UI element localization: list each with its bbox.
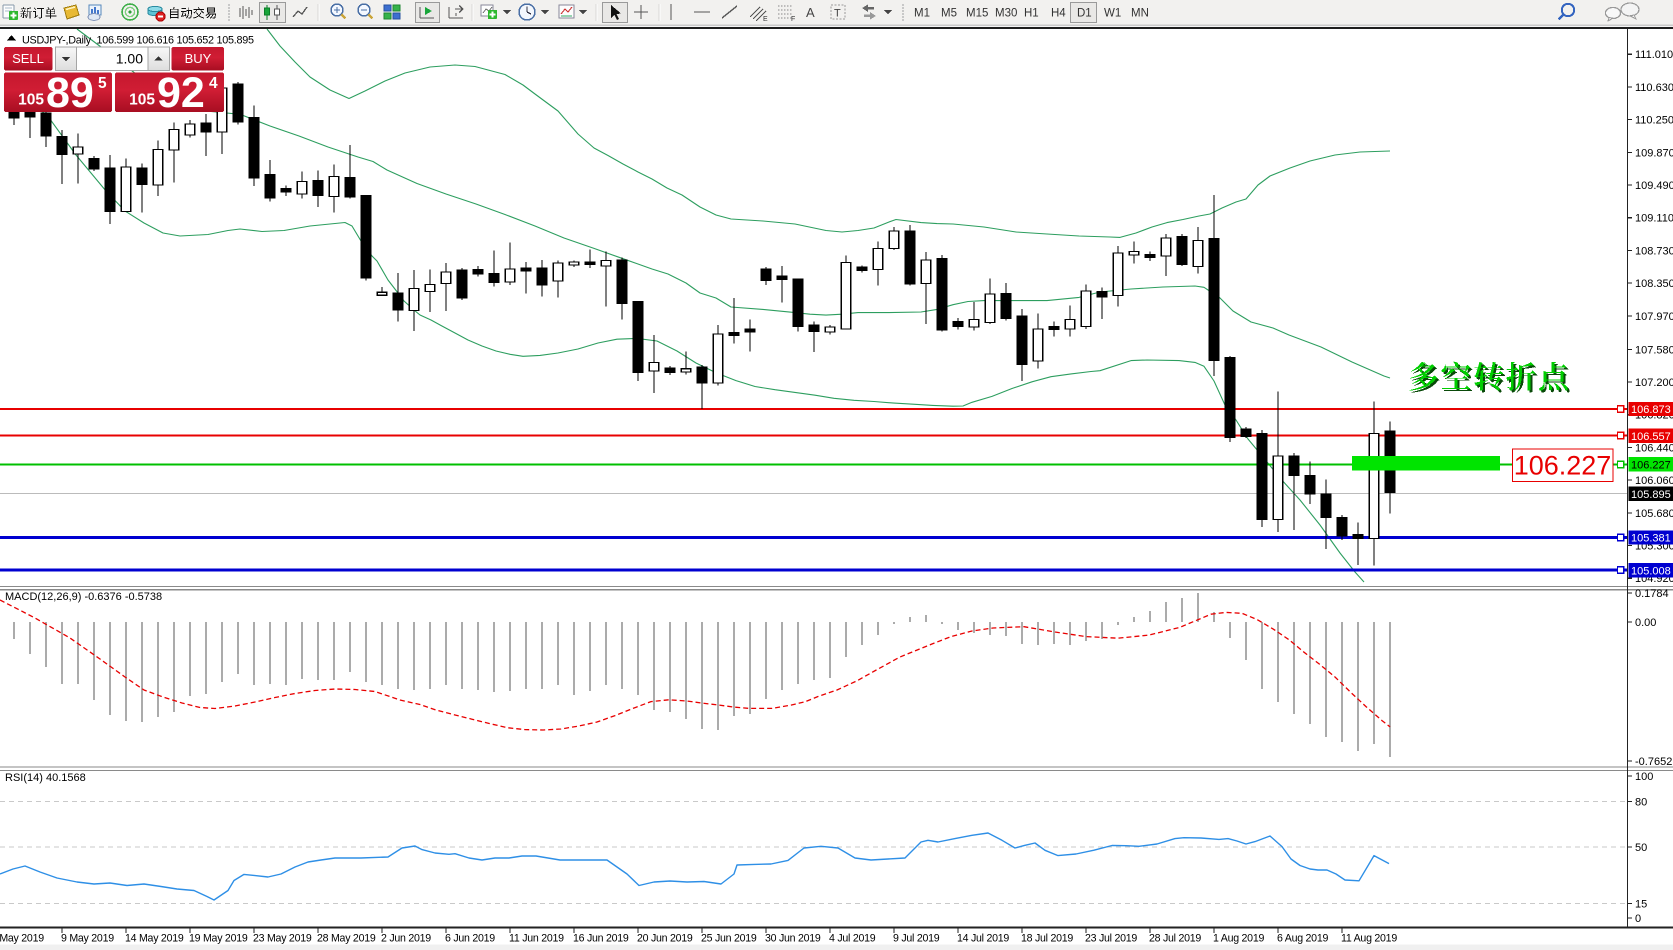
- svg-text:4 Jul 2019: 4 Jul 2019: [829, 933, 876, 945]
- svg-text:109.490: 109.490: [1635, 180, 1673, 192]
- svg-text:109.870: 109.870: [1635, 147, 1673, 159]
- svg-text:18 Jul 2019: 18 Jul 2019: [1021, 933, 1073, 945]
- svg-text:80: 80: [1635, 797, 1647, 809]
- svg-text:14 May 2019: 14 May 2019: [125, 933, 184, 945]
- svg-text:0: 0: [1635, 913, 1641, 925]
- svg-text:16 Jun 2019: 16 Jun 2019: [573, 933, 629, 945]
- svg-text:105.895: 105.895: [1631, 489, 1671, 501]
- svg-text:105.008: 105.008: [1631, 565, 1671, 577]
- svg-text:105.381: 105.381: [1631, 533, 1671, 545]
- svg-text:9 Jul 2019: 9 Jul 2019: [893, 933, 940, 945]
- svg-text:6 Aug 2019: 6 Aug 2019: [1277, 933, 1328, 945]
- svg-text:USDJPY-,Daily 106.599 106.616: USDJPY-,Daily 106.599 106.616 105.652 10…: [22, 35, 254, 47]
- svg-text:M1: M1: [914, 8, 930, 20]
- svg-text:0.1784: 0.1784: [1635, 588, 1669, 600]
- svg-text:H4: H4: [1051, 8, 1066, 20]
- svg-text:4: 4: [209, 75, 218, 92]
- svg-text:107.580: 107.580: [1635, 344, 1673, 356]
- svg-text:108.350: 108.350: [1635, 278, 1673, 290]
- svg-text:F: F: [791, 16, 795, 23]
- svg-text:1 Aug 2019: 1 Aug 2019: [1213, 933, 1264, 945]
- svg-text:-0.7652: -0.7652: [1635, 756, 1672, 768]
- svg-text:9 May 2019: 9 May 2019: [61, 933, 114, 945]
- svg-text:1.00: 1.00: [116, 51, 143, 67]
- svg-text:30 Jun 2019: 30 Jun 2019: [765, 933, 821, 945]
- svg-text:105.680: 105.680: [1635, 508, 1673, 520]
- svg-text:E: E: [763, 16, 768, 23]
- svg-text:W1: W1: [1104, 8, 1121, 20]
- svg-text:23 May 2019: 23 May 2019: [253, 933, 312, 945]
- svg-text:28 May 2019: 28 May 2019: [317, 933, 376, 945]
- svg-text:SELL: SELL: [12, 51, 44, 66]
- svg-text:11 Aug 2019: 11 Aug 2019: [1341, 933, 1397, 945]
- svg-text:BUY: BUY: [185, 51, 212, 66]
- svg-text:108.730: 108.730: [1635, 245, 1673, 257]
- svg-text:0.00: 0.00: [1635, 617, 1656, 629]
- svg-text:107.970: 107.970: [1635, 311, 1673, 323]
- svg-text:20 Jun 2019: 20 Jun 2019: [637, 933, 693, 945]
- svg-text:RSI(14) 40.1568: RSI(14) 40.1568: [5, 772, 86, 784]
- svg-text:2 Jun 2019: 2 Jun 2019: [381, 933, 431, 945]
- svg-text:107.200: 107.200: [1635, 377, 1673, 389]
- svg-text:5 May 2019: 5 May 2019: [0, 933, 44, 945]
- svg-text:11 Jun 2019: 11 Jun 2019: [509, 933, 564, 945]
- svg-text:92: 92: [157, 69, 205, 117]
- svg-text:H1: H1: [1024, 8, 1039, 20]
- svg-text:106.060: 106.060: [1635, 475, 1673, 487]
- svg-text:106.557: 106.557: [1631, 431, 1671, 443]
- svg-text:109.110: 109.110: [1635, 213, 1673, 225]
- svg-text:110.630: 110.630: [1635, 82, 1673, 94]
- svg-text:50: 50: [1635, 842, 1647, 854]
- svg-text:106.227: 106.227: [1514, 451, 1612, 481]
- svg-text:106.873: 106.873: [1631, 404, 1671, 416]
- svg-text:106.440: 106.440: [1635, 442, 1673, 454]
- svg-text:111.010: 111.010: [1635, 49, 1673, 61]
- svg-text:T: T: [834, 8, 841, 20]
- svg-text:105: 105: [18, 92, 44, 109]
- svg-text:MACD(12,26,9) -0.6376 -0.5738: MACD(12,26,9) -0.6376 -0.5738: [5, 591, 162, 603]
- svg-text:M30: M30: [995, 8, 1017, 20]
- svg-text:M15: M15: [966, 8, 988, 20]
- svg-text:25 Jun 2019: 25 Jun 2019: [701, 933, 757, 945]
- svg-text:5: 5: [98, 75, 107, 92]
- svg-text:14 Jul 2019: 14 Jul 2019: [957, 933, 1009, 945]
- svg-text:106.227: 106.227: [1631, 460, 1671, 472]
- svg-text:110.250: 110.250: [1635, 115, 1673, 127]
- svg-text:A: A: [806, 5, 815, 20]
- svg-text:MN: MN: [1131, 8, 1149, 20]
- svg-text:M5: M5: [941, 8, 957, 20]
- svg-text:105: 105: [129, 92, 155, 109]
- svg-text:28 Jul 2019: 28 Jul 2019: [1149, 933, 1201, 945]
- svg-text:D1: D1: [1077, 8, 1092, 20]
- svg-text:100: 100: [1635, 771, 1653, 783]
- svg-text:23 Jul 2019: 23 Jul 2019: [1085, 933, 1137, 945]
- svg-text:6 Jun 2019: 6 Jun 2019: [445, 933, 495, 945]
- svg-text:89: 89: [46, 69, 94, 117]
- svg-text:15: 15: [1635, 899, 1647, 911]
- svg-text:19 May 2019: 19 May 2019: [189, 933, 248, 945]
